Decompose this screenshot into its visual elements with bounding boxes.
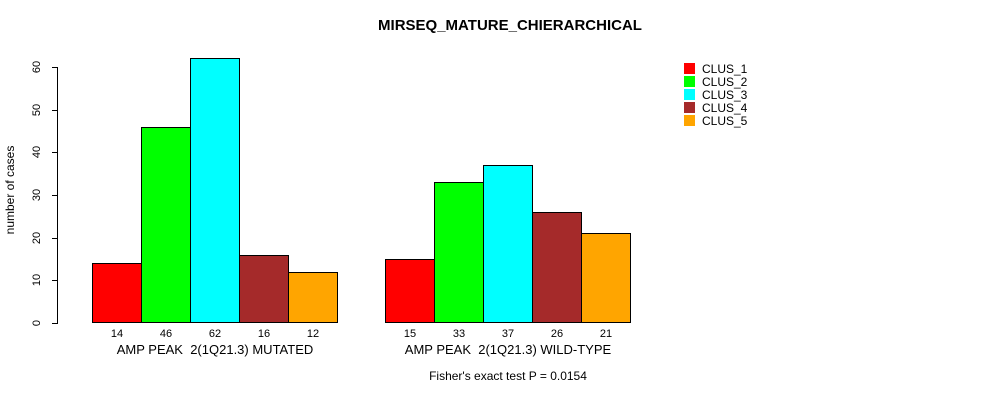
legend-label: CLUS_4 bbox=[702, 100, 748, 115]
annotation-text: Fisher's exact test P = 0.0154 bbox=[429, 369, 587, 383]
y-axis-label: number of cases bbox=[3, 145, 17, 235]
bar-value-label: 14 bbox=[110, 328, 124, 340]
bar-value-label: 21 bbox=[599, 328, 613, 340]
legend: CLUS_1 CLUS_2 CLUS_3 CLUS_4 CLUS_5 bbox=[684, 61, 748, 128]
legend-item: CLUS_5 bbox=[684, 113, 748, 128]
bar-value-label: 37 bbox=[501, 328, 515, 340]
bar bbox=[239, 255, 289, 323]
bar-value-label: 16 bbox=[257, 328, 271, 340]
y-tick-label: 60 bbox=[31, 60, 43, 74]
y-tick-label: 20 bbox=[31, 231, 43, 245]
chart-title: MIRSEQ_MATURE_CHIERARCHICAL bbox=[378, 17, 642, 34]
legend-swatch bbox=[684, 89, 695, 100]
bar-value-label: 12 bbox=[306, 328, 320, 340]
y-tick bbox=[52, 152, 58, 153]
group-label: AMP PEAK 2(1Q21.3) MUTATED bbox=[116, 342, 314, 357]
bar-value-label: 46 bbox=[159, 328, 173, 340]
y-tick-label: 50 bbox=[31, 103, 43, 117]
legend-label: CLUS_5 bbox=[702, 113, 748, 128]
bar bbox=[434, 182, 484, 323]
bar bbox=[288, 272, 338, 323]
group-label: AMP PEAK 2(1Q21.3) WILD-TYPE bbox=[404, 342, 612, 357]
bar bbox=[532, 212, 582, 323]
bar bbox=[190, 58, 240, 323]
y-tick bbox=[52, 110, 58, 111]
legend-label: CLUS_2 bbox=[702, 74, 748, 89]
bar bbox=[141, 127, 191, 323]
legend-item: CLUS_4 bbox=[684, 100, 748, 115]
bar-value-label: 62 bbox=[208, 328, 222, 340]
y-tick bbox=[52, 67, 58, 68]
bar bbox=[581, 233, 631, 323]
bar bbox=[483, 165, 533, 323]
legend-label: CLUS_1 bbox=[702, 61, 748, 76]
bar bbox=[385, 259, 435, 323]
legend-swatch bbox=[684, 115, 695, 126]
legend-swatch bbox=[684, 102, 695, 113]
legend-label: CLUS_3 bbox=[702, 87, 748, 102]
legend-swatch bbox=[684, 76, 695, 87]
bar-value-label: 15 bbox=[403, 328, 417, 340]
y-tick bbox=[52, 280, 58, 281]
legend-item: CLUS_1 bbox=[684, 61, 748, 76]
bar-value-label: 33 bbox=[452, 328, 466, 340]
y-tick-label: 30 bbox=[31, 188, 43, 202]
legend-swatch bbox=[684, 63, 695, 74]
legend-item: CLUS_2 bbox=[684, 74, 748, 89]
y-tick-label: 40 bbox=[31, 145, 43, 159]
bar bbox=[92, 263, 142, 323]
bar-value-label: 26 bbox=[550, 328, 564, 340]
y-tick bbox=[52, 195, 58, 196]
y-tick bbox=[52, 323, 58, 324]
legend-item: CLUS_3 bbox=[684, 87, 748, 102]
y-tick bbox=[52, 238, 58, 239]
y-tick-label: 0 bbox=[31, 319, 43, 327]
y-tick-label: 10 bbox=[31, 273, 43, 287]
